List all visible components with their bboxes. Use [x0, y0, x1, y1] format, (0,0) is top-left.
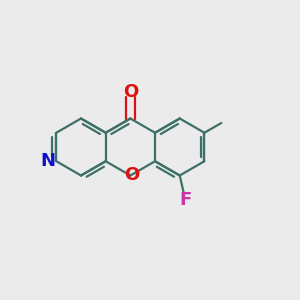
Text: F: F	[180, 191, 192, 209]
Text: O: O	[124, 167, 140, 184]
Text: O: O	[123, 83, 138, 101]
Text: N: N	[40, 152, 56, 170]
